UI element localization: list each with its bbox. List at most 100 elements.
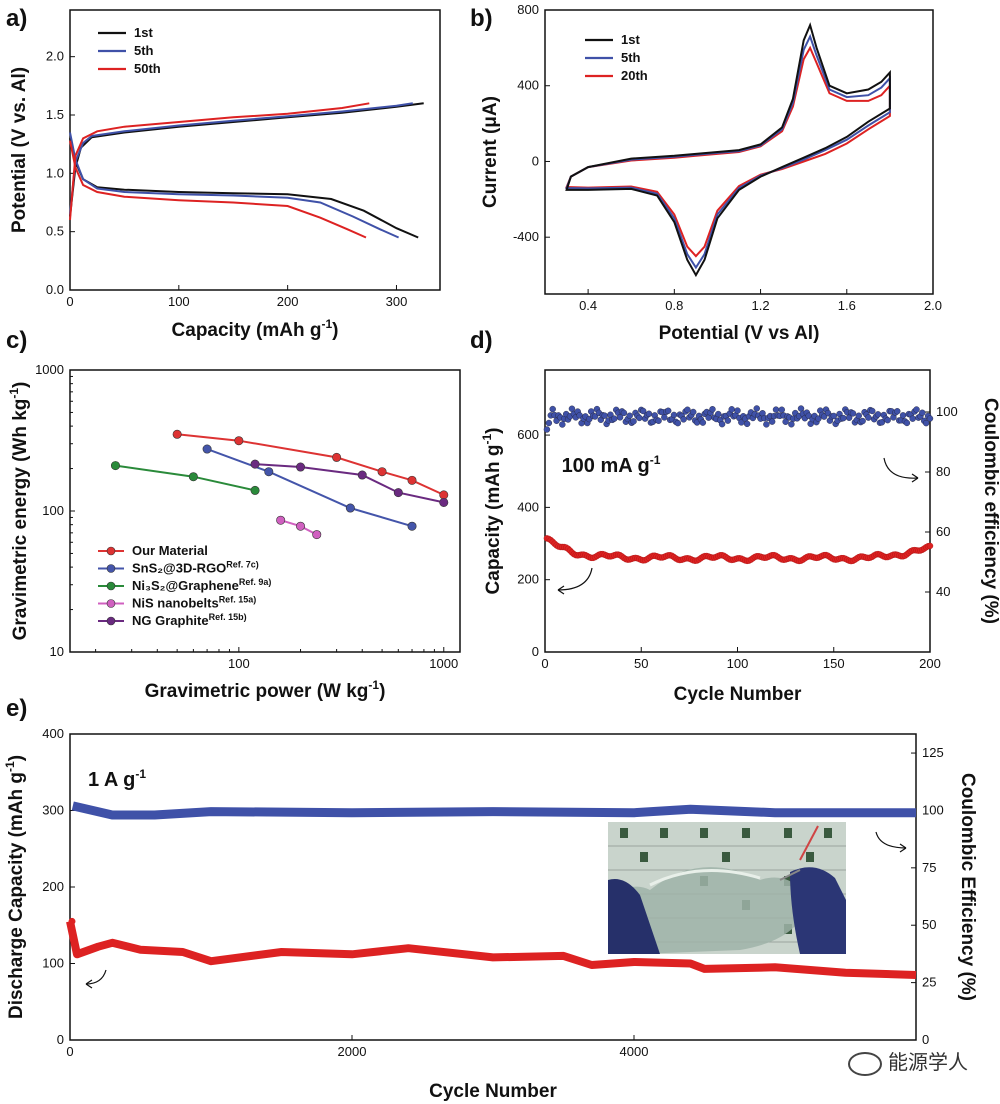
chart-a-ytick-label: 1.5 xyxy=(46,107,64,122)
chart-d-efficiency-point xyxy=(728,406,735,413)
chart-e-ytick-label: 200 xyxy=(42,879,64,894)
chart-c-point xyxy=(332,452,342,462)
chart-c-point xyxy=(345,503,355,513)
chart-d-efficiency-point xyxy=(616,414,624,421)
chart-d-efficiency-point xyxy=(639,407,647,415)
chart-d-ytick-label: 400 xyxy=(517,499,539,514)
panel-label-b: b) xyxy=(470,5,493,32)
chart-d-xlabel: Cycle Number xyxy=(674,684,802,705)
chart-b-xtick-label: 2.0 xyxy=(924,298,942,313)
chart-d-efficiency-point xyxy=(715,410,722,418)
chart-d-ytick-label: 0 xyxy=(532,644,539,659)
chart-e-arrow-right xyxy=(875,831,907,849)
chart-c-series-line xyxy=(206,448,413,528)
chart-a: 0 100 200 300 0.0 0.5 1.0 1.5 2.0 1st 5th 50th Capac… xyxy=(9,9,441,341)
chart-a-ytick-label: 0.0 xyxy=(46,282,64,297)
chart-b-ylabel: Current (μA) xyxy=(480,96,501,208)
chart-d-ytick-label: 600 xyxy=(517,427,539,442)
chart-d-efficiency-point xyxy=(909,415,916,422)
chart-c-point xyxy=(377,467,387,477)
chart-e-ytick-label: 100 xyxy=(42,956,64,971)
chart-c-ytick-label: 10 xyxy=(50,644,64,659)
panel-label-a: a) xyxy=(6,5,27,32)
chart-a-ytick-label: 1.0 xyxy=(46,165,64,180)
chart-a-xtick-label: 300 xyxy=(386,294,408,309)
chart-b-xtick-label: 0.4 xyxy=(579,298,597,313)
chart-d-efficiency-point xyxy=(894,408,901,415)
chart-b-legend-label: 1st xyxy=(621,32,640,47)
chart-d-efficiency-point xyxy=(919,409,926,416)
chart-e-ytick-right-label: 125 xyxy=(922,745,944,760)
watermark-text: 能源学人 xyxy=(888,1050,968,1074)
panel-label-e: e) xyxy=(6,695,27,722)
chart-c-point xyxy=(264,467,274,477)
chart-d-ytick-right-label: 80 xyxy=(936,464,950,479)
wechat-logo-icon xyxy=(848,1051,882,1076)
chart-d-efficiency-point xyxy=(734,407,741,414)
chart-e-ylabel: Discharge Capacity (mAh g-1) xyxy=(3,755,27,1019)
chart-e-xlabel: Cycle Number xyxy=(429,1081,557,1102)
chart-d-efficiency-point xyxy=(620,409,628,417)
chart-c-xtick-label: 1000 xyxy=(429,656,458,671)
chart-d-efficiency-point xyxy=(645,410,653,417)
chart-b-ytick-label: 0 xyxy=(532,153,539,168)
chart-e-ytick-right-label: 50 xyxy=(922,917,936,932)
chart-d-annotation: 100 mA g-1 xyxy=(562,453,661,477)
chart-d-arrow-right-head xyxy=(911,473,919,483)
chart-c-ylabel: Gravimetric energy (Wh kg-1) xyxy=(7,382,31,641)
chart-e-xtick-label: 0 xyxy=(66,1044,73,1059)
chart-d-efficiency-point xyxy=(865,414,872,421)
photo-inset xyxy=(608,822,846,954)
chart-a-ylabel: Potential (V vs. Al) xyxy=(9,67,30,233)
chart-d-efficiency-point xyxy=(611,415,618,422)
chart-d-efficiency-point xyxy=(922,419,930,427)
chart-b-ytick-label: 800 xyxy=(517,2,539,17)
chart-a-ytick-label: 0.5 xyxy=(46,224,64,239)
chart-b-ytick-label: -400 xyxy=(513,229,539,244)
chart-c-xlabel: Gravimetric power (W kg-1) xyxy=(145,678,386,702)
chart-a-xtick-label: 100 xyxy=(168,294,190,309)
chart-c-legend-label: NiS nanobeltsRef. 15a) xyxy=(132,595,256,611)
chart-c-frame xyxy=(69,369,461,653)
chart-e-ytick-right-label: 75 xyxy=(922,860,936,875)
chart-e-efficiency-band xyxy=(71,801,916,820)
chart-d-ytick-right-label: 40 xyxy=(936,584,950,599)
chart-a-xlabel: Capacity (mAh g-1) xyxy=(172,317,339,341)
chart-c-ytick-label: 100 xyxy=(42,503,64,518)
chart-c-legend-marker xyxy=(106,546,116,556)
chart-c-point xyxy=(202,444,212,454)
chart-e-ytick-right-label: 100 xyxy=(922,802,944,817)
chart-d-efficiency-point xyxy=(869,407,876,415)
chart-e-arrow-right-head xyxy=(899,843,907,853)
chart-d-efficiency-point xyxy=(743,420,751,428)
chart-c-point xyxy=(393,488,403,498)
chart-d-efficiency-point xyxy=(849,410,857,417)
chart-a-legend-label: 1st xyxy=(134,25,153,40)
chart-d-efficiency-point xyxy=(680,416,687,423)
chart-d-efficiency-point xyxy=(665,407,672,414)
chart-d-efficiency-point xyxy=(591,413,599,420)
chart-c-point xyxy=(439,497,449,507)
chart-d-efficiency-point xyxy=(859,417,866,425)
chart-c-point xyxy=(312,530,322,540)
chart-c-point xyxy=(276,515,286,525)
chart-e-arrow-left-head xyxy=(85,979,93,989)
chart-c-point xyxy=(250,485,260,495)
chart-d-efficiency-point xyxy=(661,414,668,421)
chart-b-legend-label: 5th xyxy=(621,50,641,65)
chart-d-efficiency-point xyxy=(772,406,780,413)
chart-d-efficiency-point xyxy=(753,405,760,412)
chart-e-ytick-right-label: 25 xyxy=(922,975,936,990)
chart-d-ylabel-right: Coulombic efficiency (%) xyxy=(980,398,1000,624)
chart-d-efficiency-point xyxy=(778,406,785,413)
chart-b: 0.4 0.8 1.2 1.6 2.0 -400 0 400 800 1st 5th 20th Pote… xyxy=(480,2,942,344)
chart-c-series-line xyxy=(177,433,445,496)
chart-c-legend-label: Our Material xyxy=(132,543,208,558)
chart-d-efficiency-point xyxy=(768,418,776,425)
chart-e-xtick-label: 2000 xyxy=(338,1044,367,1059)
chart-c-point xyxy=(250,459,260,469)
chart-d-arrow-left-head xyxy=(557,585,565,595)
chart-d-efficiency-point xyxy=(884,416,891,424)
chart-c-legend-marker xyxy=(106,616,116,626)
